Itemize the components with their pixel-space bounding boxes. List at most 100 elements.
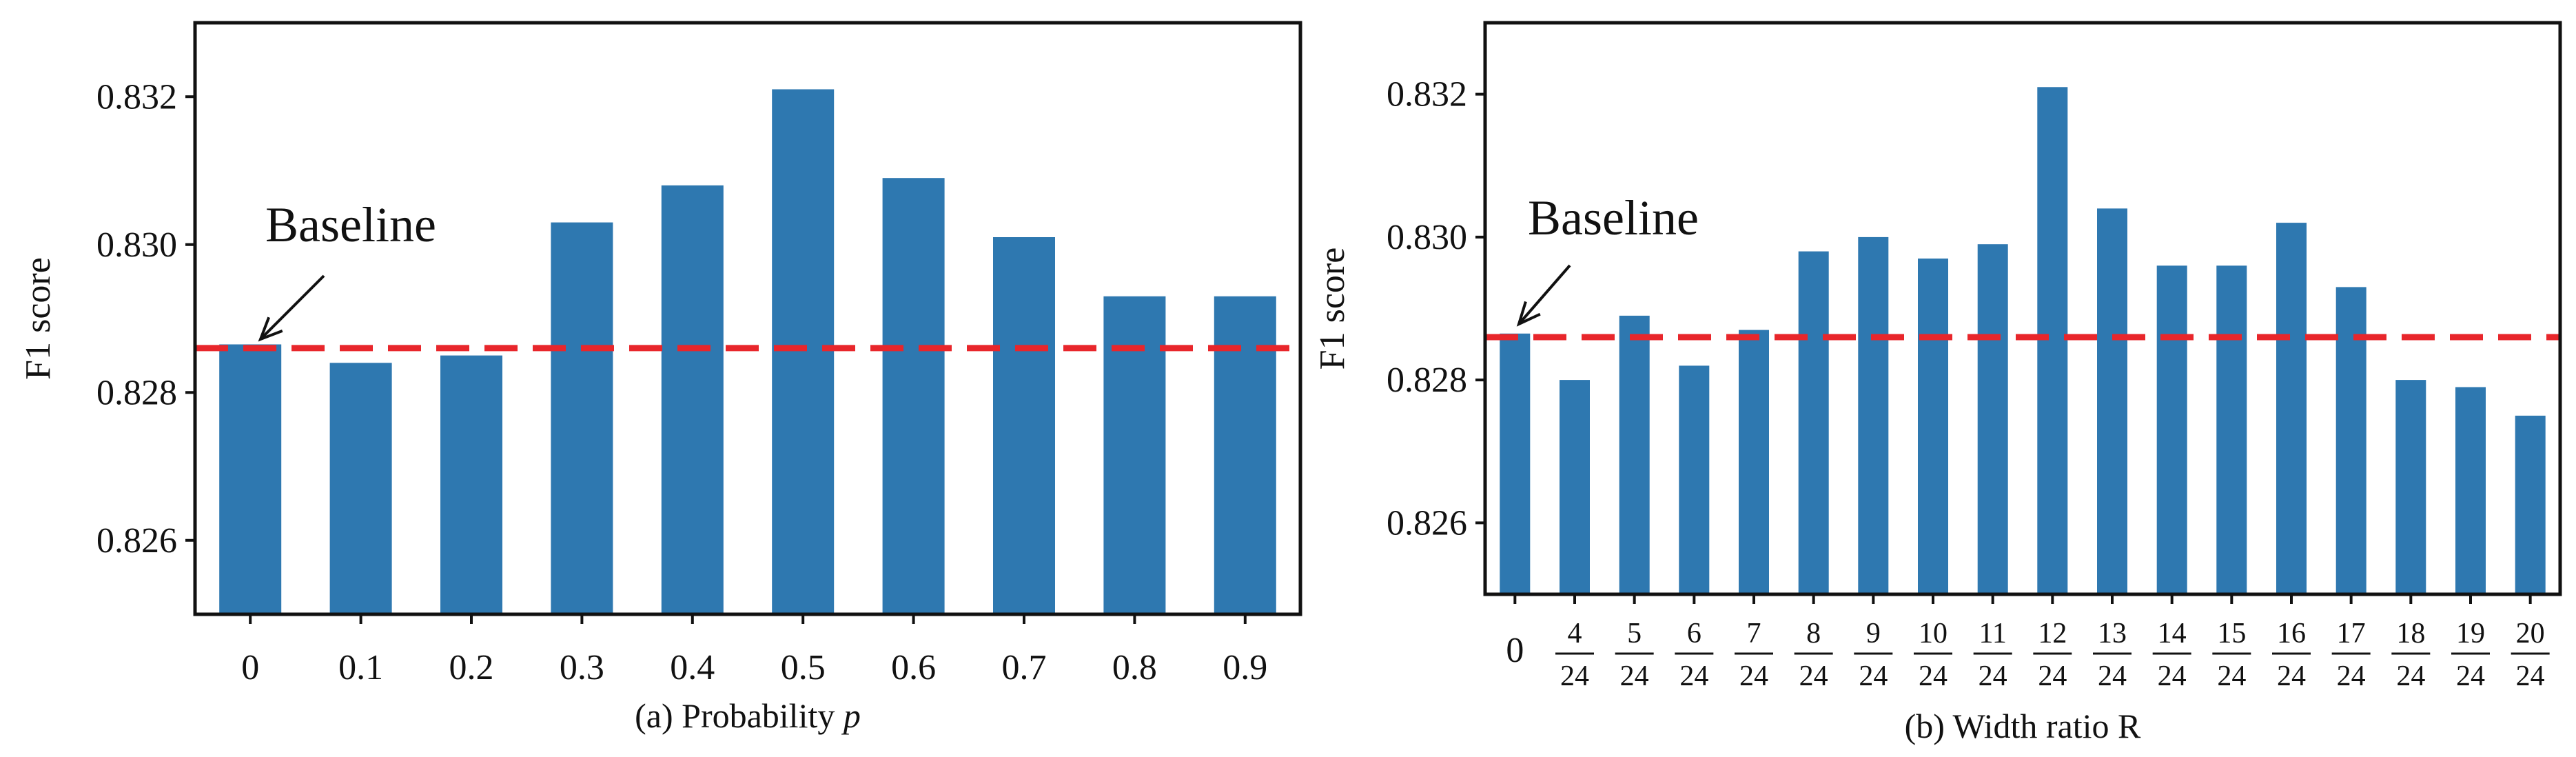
chart-b-yticks: 0.826 0.828 0.830 0.832 xyxy=(1387,75,1485,543)
chart-b-xtick-numerator: 19 xyxy=(2456,618,2485,649)
chart-b-xtick-numerator: 18 xyxy=(2396,618,2425,649)
chart-a-bar-3 xyxy=(551,222,613,615)
chart-b-xtick-label: 424 xyxy=(1555,618,1594,692)
chart-b-bar-7 xyxy=(1918,259,1948,594)
chart-a-xtick-label: 0.2 xyxy=(449,648,494,687)
chart-b-bars xyxy=(1500,87,2546,595)
chart-a-xtick-label: 0.4 xyxy=(670,648,715,687)
chart-b-xtick-denominator: 24 xyxy=(2456,660,2485,692)
chart-b-bar-15 xyxy=(2395,380,2426,594)
chart-b-xtick-label: 824 xyxy=(1794,618,1833,692)
chart-a-arrow-head xyxy=(258,316,283,342)
chart-a-ytick-label: 0.828 xyxy=(96,373,177,412)
chart-b-xtick-denominator: 24 xyxy=(1799,660,1828,692)
chart-b-xtick-numerator: 5 xyxy=(1627,618,1642,649)
chart-b-xtick-numerator: 16 xyxy=(2277,618,2306,649)
chart-a-xtick-label: 0.3 xyxy=(560,648,604,687)
chart-b-xtick-denominator: 24 xyxy=(1859,660,1888,692)
chart-b-xtick-numerator: 15 xyxy=(2217,618,2246,649)
chart-a-xticks: 0 0.1 0.2 0.3 0.4 0.5 0.6 0.7 0.8 0.9 xyxy=(241,614,1267,687)
chart-b-bar-16 xyxy=(2455,387,2486,594)
chart-b-bar-11 xyxy=(2156,265,2187,594)
chart-a-arrow-shaft xyxy=(259,274,325,341)
chart-b-xlabel: (b) Width ratio R xyxy=(1905,707,2141,745)
chart-b-xtick-denominator: 24 xyxy=(1739,660,1768,692)
chart-a: 0.826 0.828 0.830 0.832 0 0.1 0.2 0.3 0.4 0.5 0.6… xyxy=(19,21,1302,735)
chart-b-xtick-denominator: 24 xyxy=(2516,660,2545,692)
chart-b-xtick-numerator: 10 xyxy=(1919,618,1948,649)
chart-b-ytick-label: 0.830 xyxy=(1387,218,1467,257)
chart-b-xtick-label: 724 xyxy=(1735,618,1773,692)
chart-b-ytick-label: 0.828 xyxy=(1387,361,1467,400)
chart-b-bar-17 xyxy=(2515,415,2546,594)
chart-b-bar-10 xyxy=(2097,208,2127,594)
chart-b-xtick-numerator: 11 xyxy=(1979,618,2006,649)
chart-b-xtick-numerator: 9 xyxy=(1866,618,1881,649)
chart-b-arrow-head xyxy=(1516,301,1541,327)
chart-a-frame xyxy=(193,21,1302,616)
chart-b-bar-14 xyxy=(2335,287,2367,594)
chart-a-baseline-annotation: Baseline xyxy=(265,197,436,252)
chart-b-xtick-numerator: 6 xyxy=(1687,618,1701,649)
chart-a-bar-0 xyxy=(219,344,282,614)
chart-b-arrow-shaft xyxy=(1517,264,1571,325)
chart-b-xticks: 0 424524624724824924102411241224132414241… xyxy=(1506,594,2550,692)
chart-a-xtick-label: 0.9 xyxy=(1223,648,1267,687)
chart-b-bar-5 xyxy=(1798,251,1829,594)
chart-b-bar-6 xyxy=(1858,236,1889,594)
chart-a-bar-2 xyxy=(440,355,502,614)
chart-a-xlabel-prefix: (a) Probability xyxy=(635,696,844,735)
chart-b-xtick-denominator: 24 xyxy=(1620,660,1649,692)
chart-b-bar-13 xyxy=(2276,223,2307,595)
chart-b-xtick-denominator: 24 xyxy=(2396,660,2425,692)
chart-b-bar-3 xyxy=(1679,365,1710,594)
chart-b-xtick-numerator: 8 xyxy=(1806,618,1821,649)
chart-a-xtick-label: 0 xyxy=(241,648,259,687)
chart-a-bars xyxy=(219,89,1276,615)
chart-a-bar-1 xyxy=(329,363,392,614)
chart-b-xtick-denominator: 24 xyxy=(1919,660,1948,692)
chart-a-bar-9 xyxy=(1214,296,1276,614)
chart-b-ylabel: F1 score xyxy=(1313,248,1352,370)
chart-b-bar-2 xyxy=(1619,315,1650,594)
chart-a-bar-7 xyxy=(993,237,1055,614)
chart-a-xtick-label: 0.6 xyxy=(891,648,936,687)
chart-b-xtick-numerator: 7 xyxy=(1747,618,1761,649)
chart-b-xtick-denominator: 24 xyxy=(2098,660,2127,692)
chart-b-xtick-numerator: 12 xyxy=(2038,618,2067,649)
chart-b-ytick-label: 0.832 xyxy=(1387,75,1467,114)
chart-a-bar-4 xyxy=(661,185,724,614)
chart-b-xtick-numerator: 14 xyxy=(2158,618,2187,649)
chart-b-bar-4 xyxy=(1739,330,1769,594)
chart-b-xtick-denominator: 24 xyxy=(2158,660,2187,692)
chart-b-xtick-numerator: 20 xyxy=(2516,618,2545,649)
chart-b-xtick-denominator: 24 xyxy=(2277,660,2306,692)
chart-b-xtick-label: 624 xyxy=(1675,618,1714,692)
chart-b-xtick-denominator: 24 xyxy=(1679,660,1708,692)
chart-b-bar-12 xyxy=(2216,265,2247,594)
chart-a-ytick-label: 0.830 xyxy=(96,225,177,265)
chart-b-xtick-denominator: 24 xyxy=(2038,660,2067,692)
chart-b-baseline-arrow xyxy=(1516,264,1571,327)
chart-a-bar-5 xyxy=(772,89,835,614)
chart-a-yticks: 0.826 0.828 0.830 0.832 xyxy=(96,77,195,561)
chart-b-xtick-label: 924 xyxy=(1854,618,1893,692)
chart-a-xtick-label: 0.8 xyxy=(1112,648,1157,687)
chart-a-xtick-label: 0.1 xyxy=(338,648,383,687)
chart-b-xtick-denominator: 24 xyxy=(1979,660,2007,692)
chart-b-bar-9 xyxy=(2037,87,2068,595)
chart-a-ytick-label: 0.826 xyxy=(96,521,177,561)
chart-b-xtick-denominator: 24 xyxy=(2217,660,2246,692)
chart-b-xtick-denominator: 24 xyxy=(2337,660,2366,692)
chart-b-bar-8 xyxy=(1977,244,2008,594)
chart-b-baseline-annotation: Baseline xyxy=(1528,190,1699,245)
chart-a-xtick-label: 0.7 xyxy=(1002,648,1047,687)
